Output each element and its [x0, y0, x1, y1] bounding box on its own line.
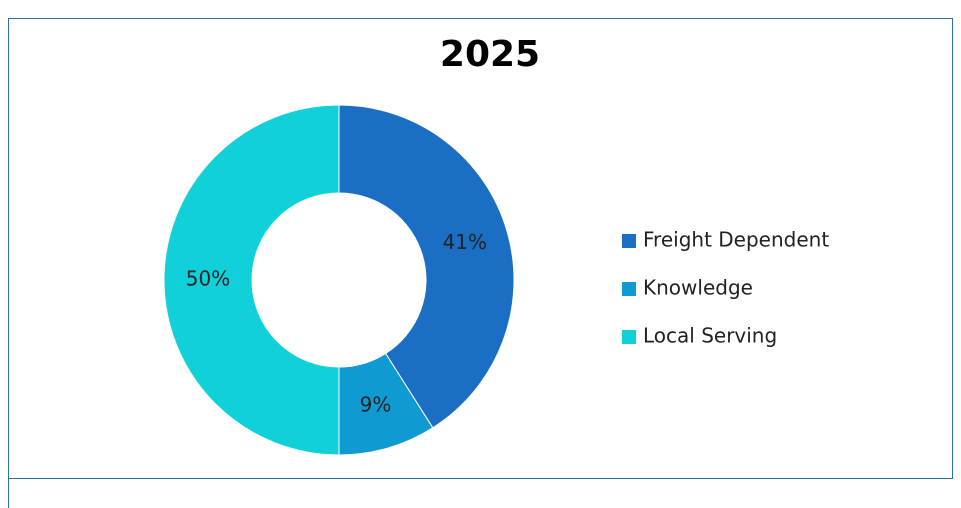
legend-label: Local Serving: [643, 324, 777, 348]
data-label: 41%: [443, 230, 487, 254]
data-label: 9%: [360, 392, 392, 416]
pie-slice: [338, 104, 515, 429]
legend-label: Knowledge: [643, 276, 753, 300]
legend-label: Freight Dependent: [643, 228, 829, 252]
legend-swatch: [622, 282, 636, 296]
data-label: 50%: [186, 267, 230, 291]
legend-swatch: [622, 234, 636, 248]
legend-swatch: [622, 330, 636, 344]
pie-slice: [163, 104, 340, 456]
chart-title: 2025: [440, 34, 540, 75]
